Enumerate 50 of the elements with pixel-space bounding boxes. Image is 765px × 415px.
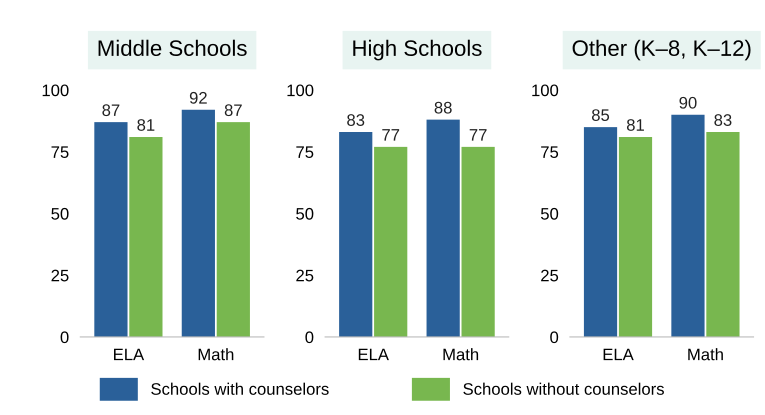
- bar: [94, 122, 128, 337]
- x-tick-label: ELA: [604, 348, 634, 360]
- y-tick-label: 50: [540, 208, 558, 220]
- y-tick-label: 100: [532, 84, 558, 96]
- data-label: 88: [434, 102, 452, 114]
- data-label: 83: [714, 114, 732, 126]
- data-label: 87: [102, 104, 120, 116]
- chart-title: High Schools: [353, 40, 482, 60]
- x-tick-label: ELA: [358, 348, 389, 360]
- y-tick-label: 100: [42, 84, 69, 96]
- data-label: 77: [382, 129, 400, 141]
- y-tick-label: 100: [287, 84, 314, 96]
- bar: [374, 146, 408, 337]
- data-label: 81: [137, 119, 154, 131]
- data-label: 83: [347, 114, 364, 126]
- data-label: 92: [190, 92, 207, 104]
- bar: [426, 120, 460, 337]
- data-label: 87: [224, 104, 242, 116]
- y-tick-label: 75: [296, 146, 314, 158]
- chart-title: Middle Schools: [98, 40, 247, 56]
- data-label: 85: [592, 109, 610, 122]
- bar: [339, 132, 372, 337]
- chart-title: Other (K–8, K–12): [572, 40, 751, 60]
- data-label: 81: [626, 119, 644, 131]
- y-tick-label: 0: [305, 331, 314, 344]
- bar: [706, 132, 740, 337]
- legend-label: Schools with counselors: [151, 382, 329, 395]
- y-tick-label: 0: [550, 331, 558, 344]
- data-label: 77: [470, 129, 487, 141]
- x-tick-label: Math: [198, 348, 234, 360]
- bar: [618, 136, 652, 337]
- bar: [182, 110, 215, 337]
- y-tick-label: 50: [296, 208, 314, 220]
- x-tick-label: ELA: [114, 348, 144, 360]
- bar: [216, 122, 250, 337]
- y-tick-label: 50: [51, 208, 69, 220]
- x-tick-label: Math: [688, 348, 723, 360]
- y-tick-label: 25: [52, 270, 69, 282]
- y-tick-label: 75: [52, 146, 69, 158]
- y-tick-label: 75: [541, 146, 558, 158]
- legend-label: Schools without counselors: [463, 382, 664, 395]
- bar: [584, 127, 618, 337]
- data-label: 90: [679, 96, 697, 109]
- y-tick-label: 25: [541, 270, 558, 282]
- y-tick-label: 25: [296, 270, 314, 282]
- bar: [671, 114, 705, 337]
- bar: [129, 136, 163, 337]
- bar: [462, 146, 495, 337]
- x-tick-label: Math: [443, 348, 478, 360]
- y-tick-label: 0: [60, 331, 69, 344]
